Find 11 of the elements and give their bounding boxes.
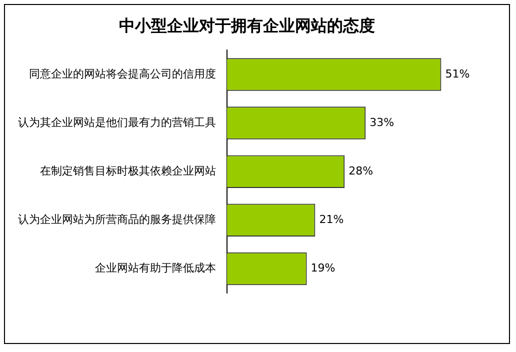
y-tick-label: 认为其企业网站是他们最有力的营销工具 [18, 116, 216, 129]
chart-title: 中小型企业对于拥有企业网站的态度 [119, 16, 375, 35]
data-label: 19% [310, 262, 336, 275]
data-label: 28% [348, 164, 374, 178]
y-tick-label: 企业网站有助于降低成本 [95, 262, 216, 275]
data-label: 51% [445, 67, 470, 80]
data-label: 33% [370, 116, 394, 129]
y-tick-label: 同意企业的网站将会提高公司的信用度 [29, 67, 216, 80]
y-tick-label: 认为企业网站为所营商品的服务提供保障 [18, 213, 216, 226]
data-label: 21% [319, 213, 344, 226]
y-tick-label: 在制定销售目标时极其依赖企业网站 [40, 164, 216, 178]
